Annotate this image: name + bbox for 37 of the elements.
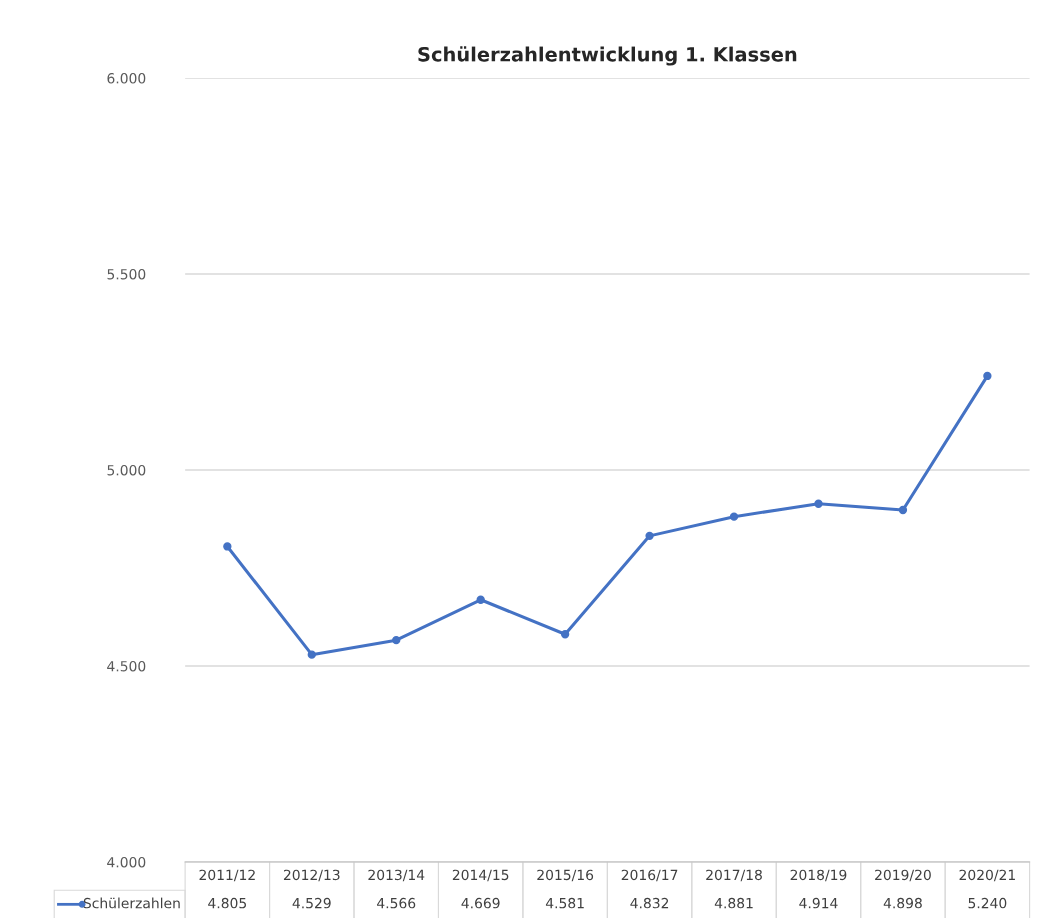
x-tick-label: 2020/21 xyxy=(959,869,1015,882)
x-tick-label: 2015/16 xyxy=(537,869,594,882)
x-tick-label: 2011/12 xyxy=(199,869,255,882)
point xyxy=(983,371,992,381)
y-tick-label: 4.000 xyxy=(107,856,146,868)
data-label: 4.581 xyxy=(545,897,584,909)
x-tick-label: 2016/17 xyxy=(621,869,678,882)
x-tick-label: 2018/19 xyxy=(790,869,847,882)
data-label: 4.805 xyxy=(208,897,247,909)
x-tick-label: 2014/15 xyxy=(452,869,509,882)
data-label: 4.669 xyxy=(461,897,500,909)
x-tick-label: 2012/13 xyxy=(283,869,340,882)
y-tick-label: 5.500 xyxy=(107,268,146,280)
data-label: 4.881 xyxy=(714,897,753,909)
point xyxy=(307,650,316,659)
point xyxy=(560,630,570,639)
point xyxy=(476,595,485,604)
x-tick-label: 2013/14 xyxy=(368,869,425,882)
y-tick-label: 6.000 xyxy=(107,73,146,84)
chart-title: Schülerzahlentwicklung 1. Klassen xyxy=(418,46,797,66)
point xyxy=(814,499,823,508)
y-tick-label: 4.500 xyxy=(107,660,146,672)
legend-label: Schülerzahlen xyxy=(83,897,180,909)
point xyxy=(392,635,401,645)
y-tick-label: 5.000 xyxy=(107,464,146,476)
point xyxy=(223,542,232,551)
data-label: 4.566 xyxy=(377,897,416,909)
data-label: 4.529 xyxy=(292,897,331,909)
data-label: 5.240 xyxy=(968,897,1007,909)
x-tick-label: 2017/18 xyxy=(706,869,762,882)
data-label: 4.832 xyxy=(630,897,669,909)
point xyxy=(729,512,739,521)
data-label: 4.914 xyxy=(799,897,838,909)
point xyxy=(898,505,908,515)
point xyxy=(645,531,654,541)
x-tick-label: 2019/20 xyxy=(875,869,931,882)
data-label: 4.898 xyxy=(883,897,922,909)
